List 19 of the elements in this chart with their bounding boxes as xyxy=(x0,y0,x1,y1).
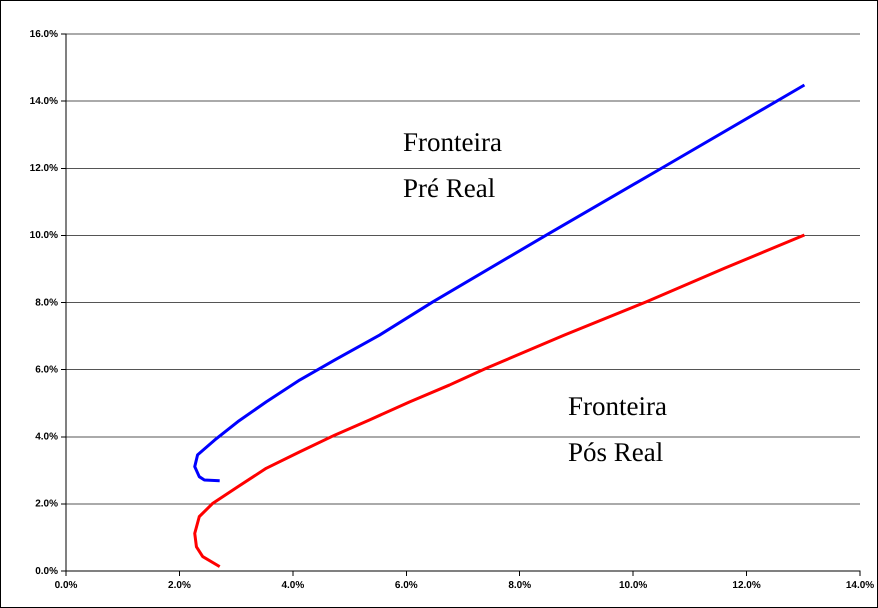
x-tick-label: 2.0% xyxy=(168,580,191,591)
y-tick-label: 6.0% xyxy=(35,364,58,376)
y-tick-label: 16.0% xyxy=(30,28,58,40)
x-tick-label: 0.0% xyxy=(54,580,78,591)
x-tick-label: 8.0% xyxy=(508,580,532,591)
series-label: Fronteira Pós Real xyxy=(568,390,668,469)
x-tick-label: 12.0% xyxy=(732,580,761,591)
series-label: Fronteira Pré Real xyxy=(403,126,503,205)
y-tick-label: 14.0% xyxy=(30,96,58,107)
y-tick-label: 12.0% xyxy=(30,163,58,174)
x-tick-label: 4.0% xyxy=(281,580,304,591)
y-tick-label: 0.0% xyxy=(35,566,58,577)
y-tick-label: 8.0% xyxy=(35,297,58,308)
y-tick-label: 4.0% xyxy=(35,432,58,442)
x-tick-label: 14.0% xyxy=(846,580,874,591)
y-tick-label: 10.0% xyxy=(30,230,58,242)
x-tick-label: 6.0% xyxy=(394,580,418,591)
x-tick-label: 10.0% xyxy=(618,580,648,591)
y-tick-label: 2.0% xyxy=(35,498,58,510)
